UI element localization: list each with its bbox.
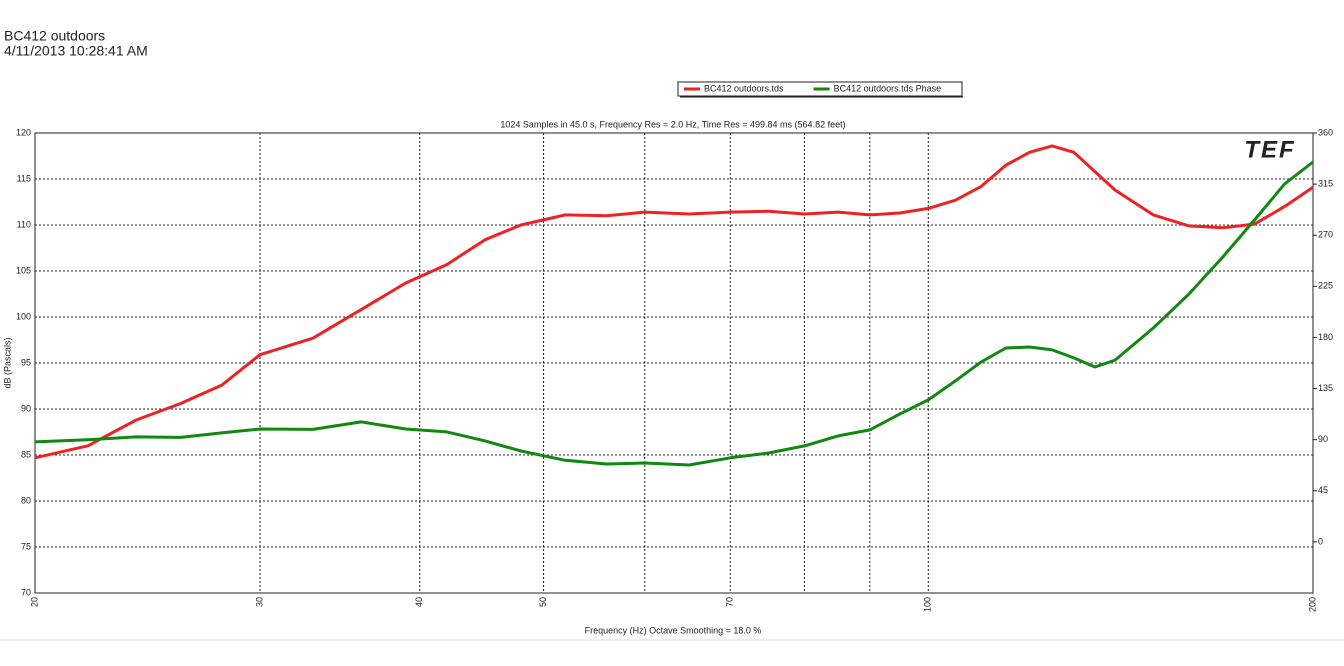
series-line [34, 144, 1314, 460]
y-tick-label: 100 [16, 311, 31, 321]
legend-label: BC412 outdoors.tds [704, 83, 784, 93]
plot-frame [34, 132, 1314, 594]
y-tick-label: 90 [21, 403, 31, 413]
y2-tick-label: 0 [1318, 536, 1323, 546]
y2-tick-label: 225 [1318, 281, 1333, 291]
x-tick-label: 30 [254, 597, 264, 607]
y2-tick-label: 315 [1318, 178, 1333, 188]
y-tick-label: 110 [17, 219, 31, 229]
x-tick-label: 20 [29, 597, 39, 607]
legend-label: BC412 outdoors.tds Phase [834, 83, 942, 93]
y2-tick-label: 360 [1318, 127, 1333, 137]
series-line [34, 160, 1314, 467]
y2-tick-label: 90 [1318, 434, 1328, 444]
x-tick-label: 40 [414, 597, 424, 607]
y-tick-label: 120 [16, 127, 31, 137]
x-tick-label: 70 [725, 597, 735, 607]
y-tick-label: 85 [21, 449, 31, 459]
y-tick-label: 70 [21, 587, 31, 597]
x-tick-label: 50 [538, 597, 548, 607]
logo: TEF [1244, 136, 1295, 163]
y-tick-label: 115 [17, 173, 31, 183]
y-tick-label: 80 [21, 495, 31, 505]
x-tick-label: 100 [923, 597, 933, 612]
y-tick-label: 105 [16, 265, 31, 275]
chart-date: 4/11/2013 10:28:41 AM [4, 43, 148, 59]
y2-tick-label: 180 [1318, 332, 1333, 342]
y-axis-label: dB (Pascals) [2, 337, 12, 388]
x-axis-label: Frequency (Hz) Octave Smoothing = 18.0 % [585, 625, 762, 635]
y-tick-label: 95 [21, 357, 31, 367]
y-tick-label: 75 [21, 541, 31, 551]
x-tick-label: 200 [1307, 597, 1317, 612]
chart-title: BC412 outdoors [4, 28, 105, 44]
y2-tick-label: 270 [1318, 230, 1333, 240]
y2-tick-label: 135 [1318, 383, 1333, 393]
chart-subtitle: 1024 Samples in 45.0 s, Frequency Res = … [500, 119, 845, 129]
y2-tick-label: 45 [1318, 485, 1328, 495]
